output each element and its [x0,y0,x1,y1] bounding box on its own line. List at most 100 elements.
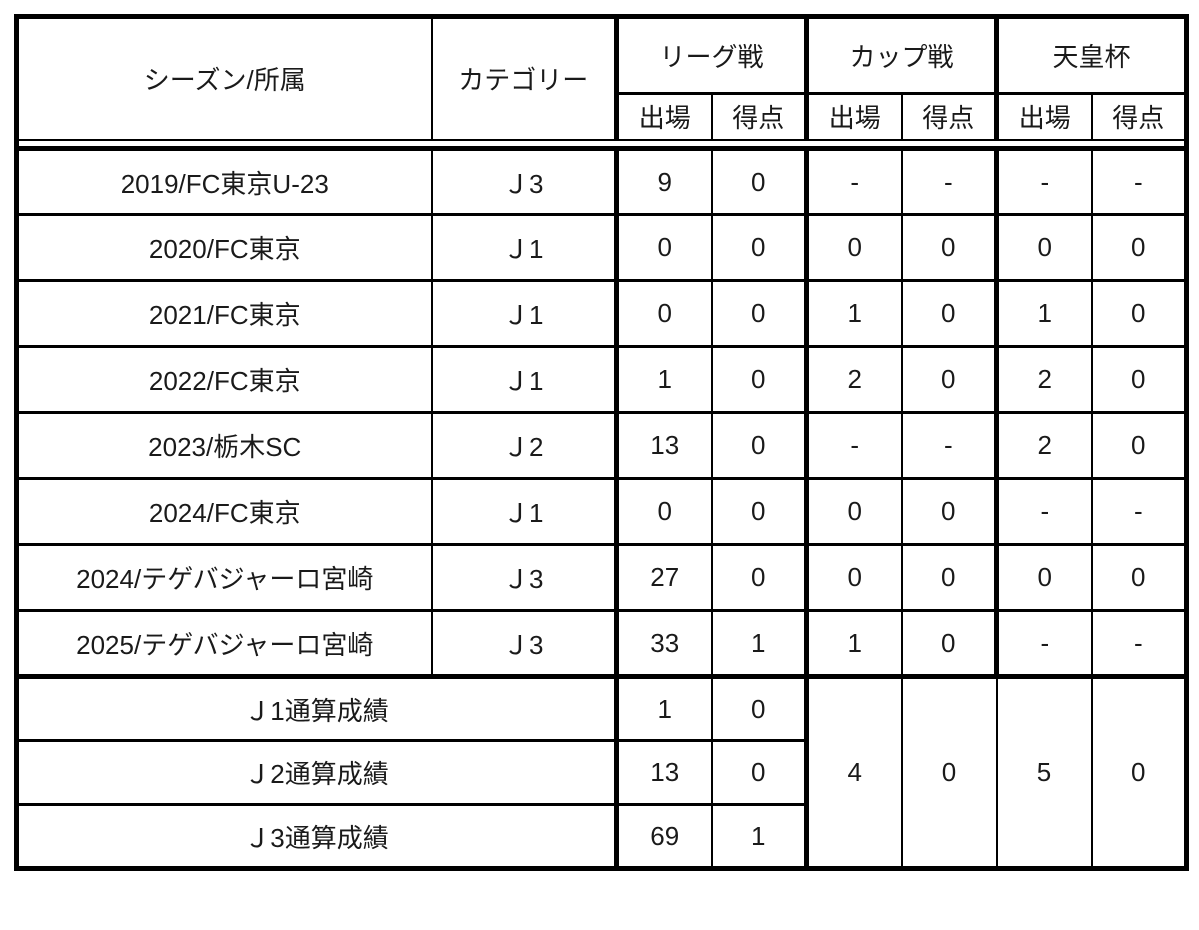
header-group-cup: カップ戦 [804,16,997,94]
header-group-row: シーズン/所属 カテゴリー リーグ戦 カップ戦 天皇杯 [17,16,1187,140]
subheader-league-goals: 得点 [710,92,807,140]
league-apps-cell: 13 [614,411,712,479]
league-goals-cell: 0 [710,345,807,413]
cup-apps-cell: 1 [804,279,902,347]
subheader-cup-apps: 出場 [804,92,902,140]
emperor-goals-cell: - [1090,147,1187,215]
emperor-goals-cell: 0 [1090,213,1187,281]
divider-cell [16,138,1187,151]
table-row: 2025/テゲバジャーロ宮崎 Ｊ3 33 1 1 0 - - [16,609,1187,677]
table-row: 2020/FC東京 Ｊ1 0 0 0 0 0 0 [16,213,1187,281]
league-apps-cell: 33 [614,609,712,677]
emperor-apps-cell: - [994,147,1092,215]
emperor-goals-cell: 0 [1090,345,1187,413]
total-league-apps-cell: 1 [614,674,712,741]
cup-goals-cell: 0 [900,609,997,677]
league-goals-cell: 0 [710,543,807,611]
league-goals-cell: 0 [710,477,807,545]
total-label-cell: Ｊ3通算成績 [16,803,617,869]
league-goals-cell: 0 [710,213,807,281]
emperor-apps-cell: - [994,477,1092,545]
league-apps-cell: 27 [614,543,712,611]
cup-apps-cell: 0 [804,213,902,281]
league-apps-cell: 9 [614,147,712,215]
cup-apps-cell: - [804,411,902,479]
emperor-apps-cell: 1 [994,279,1092,347]
cup-apps-cell: 0 [804,543,902,611]
cup-goals-cell: 0 [900,345,997,413]
league-goals-cell: 1 [710,609,807,677]
totals-row: Ｊ1通算成績 1 0 4 0 5 0 [16,674,1187,869]
total-label-cell: Ｊ2通算成績 [16,739,617,805]
league-goals-cell: 0 [710,279,807,347]
total-cup-apps-cell: 4 [804,674,902,869]
totals-row: Ｊ2通算成績 13 0 [16,739,1187,805]
subheader-emperor-goals: 得点 [1090,92,1187,140]
cup-goals-cell: - [900,147,997,215]
emperor-goals-cell: 0 [1090,279,1187,347]
emperor-apps-cell: 0 [994,543,1092,611]
category-cell: Ｊ3 [430,543,617,611]
header-sub-row: 出場 得点 出場 得点 出場 得点 [17,92,1187,140]
totals-row: Ｊ3通算成績 69 1 [16,803,1187,869]
emperor-apps-cell: - [994,609,1092,677]
subheader-emperor-apps: 出場 [994,92,1092,140]
emperor-goals-cell: 0 [1090,411,1187,479]
cup-goals-cell: 0 [900,477,997,545]
table-row: 2024/テゲバジャーロ宮崎 Ｊ3 27 0 0 0 0 0 [16,543,1187,611]
season-cell: 2021/FC東京 [16,279,432,347]
total-league-goals-cell: 0 [710,674,807,741]
emperor-goals-cell: - [1090,609,1187,677]
table-row: 2021/FC東京 Ｊ1 0 0 1 0 1 0 [16,279,1187,347]
cup-goals-cell: 0 [900,279,997,347]
category-cell: Ｊ3 [430,147,617,215]
subheader-league-apps: 出場 [614,92,712,140]
emperor-apps-cell: 2 [994,411,1092,479]
league-apps-cell: 0 [614,279,712,347]
header-season-cell: シーズン/所属 [143,65,306,96]
total-league-apps-cell: 13 [614,739,712,805]
subheader-cup-goals: 得点 [900,92,997,140]
total-emperor-apps-cell: 5 [995,674,1092,869]
emperor-apps-cell: 2 [994,345,1092,413]
total-cup-goals-cell: 0 [900,674,997,869]
emperor-apps-cell: 0 [994,213,1092,281]
category-cell: Ｊ2 [430,411,617,479]
table-body: 2019/FC東京U-23 Ｊ3 9 0 - - - - 2020/FC東京 Ｊ… [16,138,1187,677]
cup-apps-cell: 1 [804,609,902,677]
category-cell: Ｊ1 [430,213,617,281]
category-cell: Ｊ3 [430,609,617,677]
total-label-cell: Ｊ1通算成績 [16,674,617,741]
header-group-league: リーグ戦 [613,16,807,94]
cup-goals-cell: 0 [900,213,997,281]
league-apps-cell: 0 [614,213,712,281]
header-body-divider [16,138,1187,151]
category-cell: Ｊ1 [430,345,617,413]
table-header: シーズン/所属 カテゴリー リーグ戦 カップ戦 天皇杯 出場 得点 出場 得点 … [17,16,1187,140]
season-cell: 2024/テゲバジャーロ宮崎 [16,543,432,611]
emperor-goals-cell: 0 [1090,543,1187,611]
table-row: 2019/FC東京U-23 Ｊ3 9 0 - - - - [16,147,1187,215]
cup-apps-cell: 0 [804,477,902,545]
table-totals: Ｊ1通算成績 1 0 4 0 5 0 Ｊ2通算成績 13 0 Ｊ3通算成績 69… [16,674,1187,869]
cup-apps-cell: 2 [804,345,902,413]
player-stats-table: シーズン/所属 カテゴリー リーグ戦 カップ戦 天皇杯 出場 得点 出場 得点 … [14,14,1190,871]
table-row: 2024/FC東京 Ｊ1 0 0 0 0 - - [16,477,1187,545]
season-cell: 2022/FC東京 [16,345,432,413]
cup-goals-cell: - [900,411,997,479]
league-apps-cell: 1 [614,345,712,413]
total-league-apps-cell: 69 [614,803,712,869]
league-goals-cell: 0 [710,411,807,479]
cup-goals-cell: 0 [900,543,997,611]
league-goals-cell: 0 [710,147,807,215]
category-cell: Ｊ1 [430,477,617,545]
season-cell: 2020/FC東京 [16,213,432,281]
emperor-goals-cell: - [1090,477,1187,545]
total-league-goals-cell: 1 [710,803,807,869]
league-apps-cell: 0 [614,477,712,545]
season-cell: 2024/FC東京 [16,477,432,545]
table-row: 2023/栃木SC Ｊ2 13 0 - - 2 0 [16,411,1187,479]
total-emperor-goals-cell: 0 [1090,674,1187,869]
table-row: 2022/FC東京 Ｊ1 1 0 2 0 2 0 [16,345,1187,413]
